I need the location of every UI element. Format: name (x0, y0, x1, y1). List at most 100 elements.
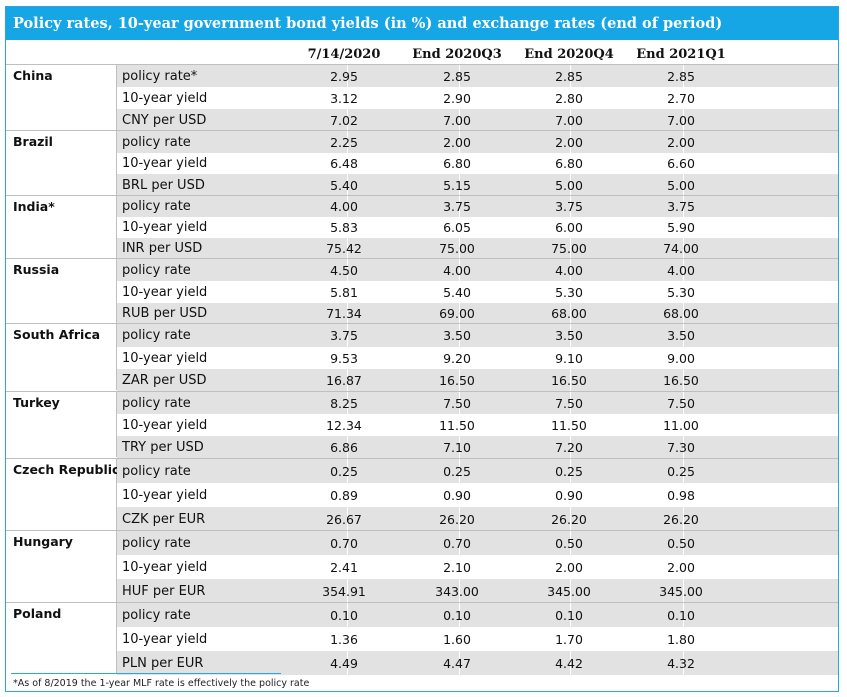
table-cell: 11.50 (439, 417, 475, 433)
table-row: PLN per EUR 4.49 4.47 4.42 4.32 (117, 651, 838, 675)
table-cell: 0.98 (667, 487, 695, 503)
cell-divider (459, 109, 460, 131)
cell-divider (347, 531, 348, 555)
cell-divider (683, 603, 684, 627)
table-cell: 3.75 (443, 199, 471, 214)
country-column-divider (116, 392, 117, 457)
cell-divider (570, 459, 571, 483)
table-cell: 1.60 (443, 631, 471, 647)
table-cell: 0.90 (555, 487, 583, 503)
table-cell: 4.50 (330, 262, 358, 278)
cell-divider (683, 459, 684, 483)
table-cell: 3.75 (555, 199, 583, 214)
table-cell: 0.25 (667, 463, 695, 479)
table-cell: 0.25 (555, 463, 583, 479)
table-cell: 69.00 (439, 306, 475, 321)
table-cell: 26.20 (663, 511, 699, 527)
table-cell: 5.15 (443, 177, 471, 193)
cell-divider (347, 303, 348, 324)
table-cell: 2.90 (443, 90, 471, 106)
table-cell: 5.30 (555, 284, 583, 300)
cell-divider (347, 238, 348, 259)
table-cell: 5.90 (667, 220, 695, 235)
table-cell: 0.89 (330, 487, 358, 503)
cell-divider (683, 259, 684, 281)
table-cell: 0.70 (330, 535, 358, 551)
cell-divider (347, 65, 348, 87)
country-block: China policy rate* 2.95 2.85 2.85 2.85 10-year… (6, 64, 838, 131)
table-cell: 7.50 (667, 395, 695, 411)
table-cell: 0.25 (443, 463, 471, 479)
row-label: INR per USD (122, 241, 203, 256)
cell-divider (570, 369, 571, 391)
table-cell: 4.00 (667, 262, 695, 278)
column-header: End 2021Q1 (636, 47, 726, 62)
cell-divider (347, 174, 348, 196)
table-cell: 7.50 (555, 395, 583, 411)
table-cell: 68.00 (551, 306, 587, 321)
cell-divider (683, 507, 684, 531)
cell-divider (570, 436, 571, 458)
cell-divider (459, 651, 460, 675)
table-cell: 343.00 (435, 583, 479, 599)
cell-divider (459, 174, 460, 196)
cell-divider (459, 392, 460, 414)
cell-divider (683, 174, 684, 196)
table-cell: 0.10 (330, 607, 358, 623)
country-block: Poland policy rate 0.10 0.10 0.10 0.10 10-year… (6, 602, 838, 675)
cell-divider (570, 507, 571, 531)
row-label: TRY per USD (122, 439, 204, 455)
table-title: Policy rates, 10-year government bond yi… (6, 7, 838, 40)
table-cell: 4.32 (667, 655, 695, 671)
table-row: BRL per USD 5.40 5.15 5.00 5.00 (117, 174, 838, 196)
country-block: South Africa policy rate 3.75 3.50 3.50 3.50 1… (6, 323, 838, 391)
row-label: policy rate* (122, 68, 198, 84)
table-cell: 5.81 (330, 284, 358, 300)
table-cell: 0.10 (667, 607, 695, 623)
cell-divider (683, 531, 684, 555)
table-row: HUF per EUR 354.91 343.00 345.00 345.00 (117, 579, 838, 603)
table-cell: 11.00 (663, 417, 699, 433)
table-cell: 1.36 (330, 631, 358, 647)
cell-divider (570, 174, 571, 196)
row-label: HUF per EUR (122, 583, 206, 599)
row-label: 10-year yield (122, 559, 208, 575)
row-label: ZAR per USD (122, 372, 207, 388)
table-cell: 9.00 (667, 350, 695, 366)
column-header: 7/14/2020 (307, 47, 381, 62)
table-cell: 345.00 (547, 583, 591, 599)
table-cell: 345.00 (659, 583, 703, 599)
cell-divider (459, 259, 460, 281)
table-cell: 5.40 (330, 177, 358, 193)
row-label: 10-year yield (122, 631, 208, 647)
table-row: policy rate 0.25 0.25 0.25 0.25 (117, 459, 838, 483)
cell-divider (683, 369, 684, 391)
cell-divider (683, 324, 684, 347)
table-cell: 4.00 (555, 262, 583, 278)
table-row: policy rate 4.00 3.75 3.75 3.75 (117, 196, 838, 217)
row-label: policy rate (122, 607, 191, 623)
table-cell: 6.48 (330, 156, 358, 171)
table-cell: 75.00 (551, 241, 587, 256)
cell-divider (347, 109, 348, 131)
cell-divider (683, 579, 684, 603)
cell-divider (683, 651, 684, 675)
table-cell: 9.20 (443, 350, 471, 366)
table-cell: 0.10 (443, 607, 471, 623)
cell-divider (347, 259, 348, 281)
cell-divider (570, 238, 571, 259)
table-row: RUB per USD 71.34 69.00 68.00 68.00 (117, 303, 838, 324)
row-label: PLN per EUR (122, 655, 204, 671)
cell-divider (347, 603, 348, 627)
table-cell: 7.50 (443, 395, 471, 411)
table-cell: 0.10 (555, 607, 583, 623)
row-label: 10-year yield (122, 417, 208, 433)
table-cell: 5.00 (667, 177, 695, 193)
table-cell: 4.47 (443, 655, 471, 671)
table-cell: 6.60 (667, 156, 695, 171)
table-cell: 4.00 (330, 199, 358, 214)
table-row: policy rate 3.75 3.50 3.50 3.50 (117, 324, 838, 347)
table-cell: 12.34 (326, 417, 362, 433)
cell-divider (459, 324, 460, 347)
cell-divider (459, 507, 460, 531)
